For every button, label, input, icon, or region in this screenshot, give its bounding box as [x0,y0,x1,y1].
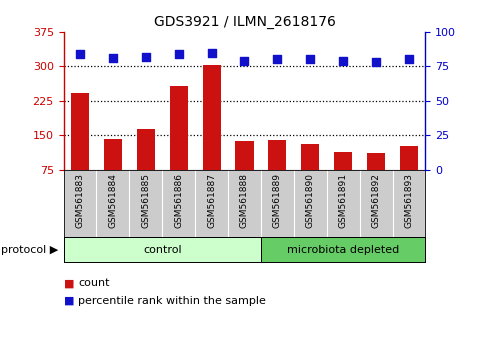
Point [306,57,314,62]
Point [109,55,117,61]
Point [240,58,248,64]
Text: GSM561888: GSM561888 [240,173,248,228]
Text: percentile rank within the sample: percentile rank within the sample [78,296,265,306]
Bar [301,144,319,170]
Text: GSM561884: GSM561884 [108,173,117,228]
Bar [333,152,351,170]
Point [207,50,215,55]
Point [371,59,379,65]
Text: GSM561889: GSM561889 [272,173,281,228]
Point [404,57,412,62]
Text: GSM561883: GSM561883 [75,173,84,228]
Text: ■: ■ [63,278,74,288]
Bar [366,153,385,170]
Text: GSM561893: GSM561893 [404,173,413,228]
Bar [103,139,122,170]
Point [339,58,346,64]
Text: GSM561887: GSM561887 [207,173,216,228]
Point [273,57,281,62]
Title: GDS3921 / ILMN_2618176: GDS3921 / ILMN_2618176 [153,16,335,29]
Bar [261,238,425,262]
Text: count: count [78,278,109,288]
Bar [63,238,261,262]
Bar [137,129,155,170]
Point [76,51,84,57]
Bar [169,86,187,170]
Bar [71,93,89,170]
Text: GSM561885: GSM561885 [141,173,150,228]
Text: ■: ■ [63,296,74,306]
Bar [399,145,417,170]
Bar [268,140,286,170]
Text: GSM561890: GSM561890 [305,173,314,228]
Bar [235,141,253,170]
Text: protocol ▶: protocol ▶ [1,245,59,255]
Text: GSM561891: GSM561891 [338,173,347,228]
Text: GSM561892: GSM561892 [371,173,380,228]
Text: control: control [142,245,181,255]
Text: GSM561886: GSM561886 [174,173,183,228]
Bar [202,65,220,170]
Point [174,51,182,57]
Text: microbiota depleted: microbiota depleted [286,245,399,255]
Point [142,54,149,59]
